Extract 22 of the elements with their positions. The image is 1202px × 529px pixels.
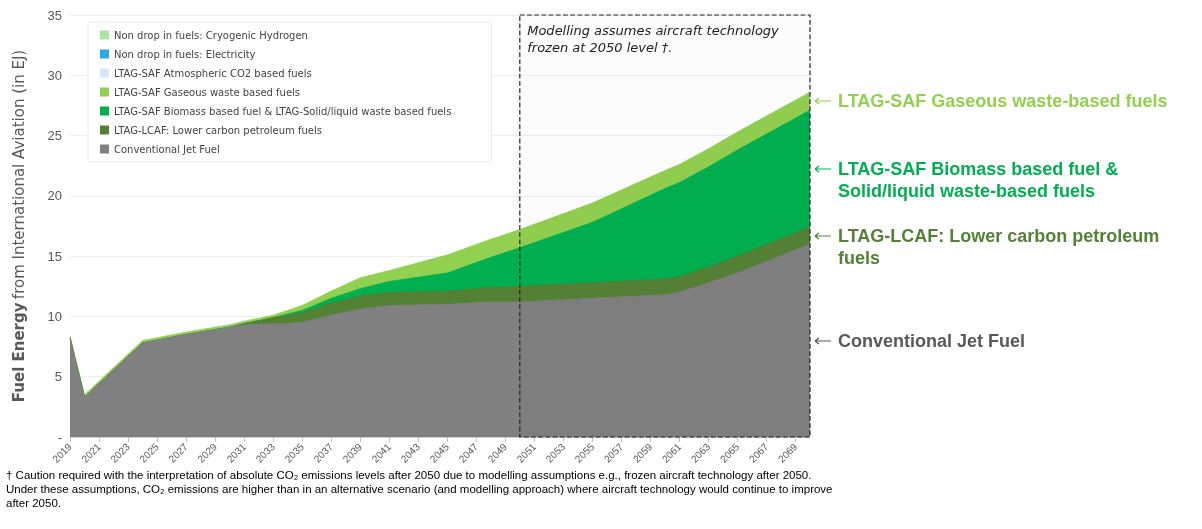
text: LTAG-SAF Gaseous waste-based fuels <box>838 90 1169 113</box>
legend-label: Conventional Jet Fuel <box>114 143 220 155</box>
legend-label: Non drop in fuels: Cryogenic Hydrogen <box>114 29 308 41</box>
y-tick-label: 20 <box>47 188 62 204</box>
y-tick-label: 30 <box>47 67 62 83</box>
legend-label: LTAG-SAF Gaseous waste based fuels <box>114 86 301 98</box>
text: LTAG-SAF Biomass based fuel & Solid/liquid waste-based fuels <box>838 157 1120 202</box>
text: † Caution required with the interpretation of absolute CO₂ emissions levels after 2050 due to modelling assumptions e.g., frozen aircraft technology after 2050. Under these assumptions, CO₂ emissions are higher than in an alternative scenario (and modelling approach) where aircraft technology would continue to improve after 2050. <box>6 468 834 510</box>
y-tick-label: 10 <box>47 308 62 324</box>
y-tick-label: 5 <box>54 369 62 385</box>
text: Conventional Jet Fuel <box>838 329 1027 352</box>
legend-label: LTAG-LCAF: Lower carbon petroleum fuels <box>114 124 322 136</box>
y-tick-label: 15 <box>47 248 62 264</box>
y-axis-title: Fuel Energy from International Aviation (in EJ) <box>9 49 28 403</box>
text: LTAG-LCAF: Lower carbon petroleum fuels <box>838 224 1161 269</box>
y-tick-label: - <box>57 429 62 445</box>
legend-label: LTAG-SAF Biomass based fuel & LTAG-Solid/liquid waste based fuels <box>114 105 452 117</box>
legend-label: Non drop in fuels: Electricity <box>114 48 256 60</box>
legend-label: LTAG-SAF Atmospheric CO2 based fuels <box>114 67 312 79</box>
band-label: Modelling assumes aircraft technology frozen at 2050 level †. <box>527 23 783 56</box>
y-tick-label: 35 <box>47 7 62 23</box>
y-tick-label: 25 <box>47 128 62 144</box>
